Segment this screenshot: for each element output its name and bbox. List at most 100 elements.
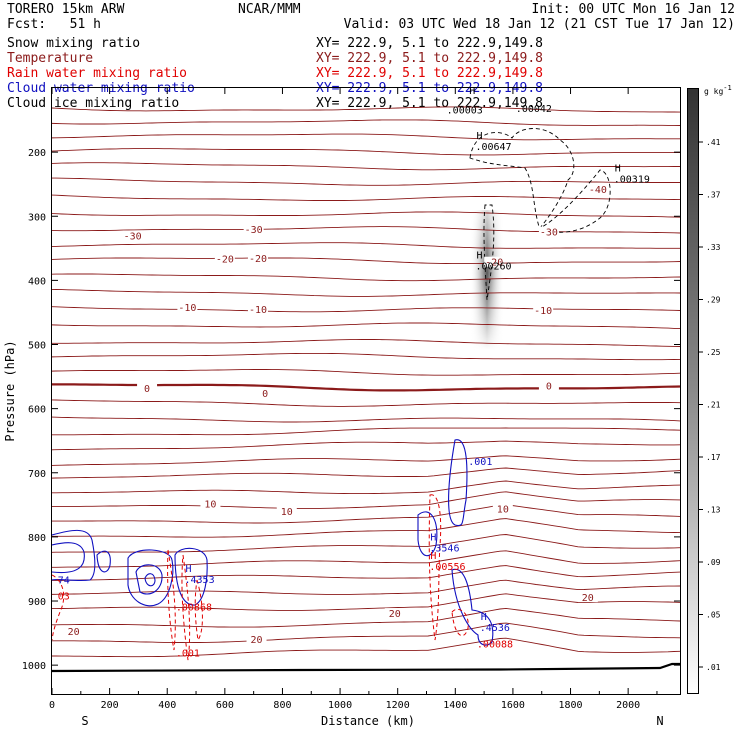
rain-contour	[181, 554, 191, 661]
extremum-letter: H	[481, 612, 487, 623]
extremum-letter: H	[476, 250, 482, 261]
legend-label: Cloud water mixing ratio	[7, 81, 195, 96]
temperature-label: -30	[245, 225, 263, 236]
temperature-contour	[52, 491, 680, 509]
legend-xy: XY= 222.9, 5.1 to 222.9,149.8	[316, 81, 543, 96]
header-fcst: Fcst: 51 h	[7, 17, 101, 32]
temperature-contour	[52, 455, 680, 466]
temperature-label: -30	[540, 228, 558, 239]
temperature-label: 10	[281, 507, 293, 518]
temperature-contour	[52, 467, 680, 479]
temperature-label: 0	[144, 384, 150, 395]
colorbar-tick-label: .01	[706, 663, 721, 672]
terrain-line	[52, 662, 680, 673]
y-tick-label: 700	[28, 469, 46, 480]
rain-contour	[451, 608, 469, 637]
temperature-label: 0	[262, 389, 268, 400]
x-end-label-right: N	[656, 714, 663, 728]
colorbar: g kg-1 .41 .37 .33 .29 .25 .21 .17 .13 .09 .05 .01	[687, 84, 732, 694]
y-tick-label: 900	[28, 597, 46, 608]
temperature-contour	[52, 242, 680, 249]
temperature-contour	[52, 133, 680, 141]
y-tick-label: 600	[28, 405, 46, 416]
temperature-contour	[52, 194, 680, 201]
extremum-letter: H	[615, 164, 621, 175]
legend: Snow mixing ratio XY= 222.9, 5.1 to 222.9…	[7, 36, 543, 111]
temperature-label: 0	[546, 381, 552, 392]
legend-label: Cloud ice mixing ratio	[7, 96, 179, 111]
colorbar-tick-label: .25	[706, 348, 721, 357]
temperature-label: 20	[582, 593, 594, 604]
x-tick-label: 1000	[328, 700, 352, 711]
cloud-water-contour	[144, 573, 156, 587]
legend-label: Rain water mixing ratio	[7, 66, 187, 81]
extremum-value: 03	[58, 592, 70, 603]
axes: 0 200 400 600 800 1000 1200 1400 1600 1800 2000200…	[22, 88, 680, 711]
extremum-value: .00042	[516, 104, 552, 115]
temperature-label-bg	[276, 506, 297, 517]
temperature-label-bg	[122, 230, 143, 241]
temperature-label-bg	[63, 626, 84, 637]
y-axis-label: Pressure (hPa)	[3, 340, 17, 441]
temperature-label-bg	[137, 383, 158, 394]
header-model: TORERO 15km ARW	[7, 2, 125, 17]
temperature-label: -20	[485, 258, 503, 269]
extremum-value: .001	[176, 649, 200, 660]
x-tick-label: 200	[101, 700, 119, 711]
temperature-contour	[52, 273, 680, 282]
cloud-water-contour	[96, 550, 111, 573]
legend-label: Snow mixing ratio	[7, 36, 140, 51]
extrema-labels: H.00647H.00319H.00260.001H.3546H.00556H.…	[58, 88, 650, 660]
temperature-label-bg	[247, 304, 268, 315]
colorbar-unit: g kg-1	[704, 84, 732, 96]
temperature-contour	[52, 427, 680, 436]
temperature-label: -10	[534, 306, 552, 317]
temperature-contour	[52, 162, 680, 171]
terrain-surface	[52, 662, 680, 673]
temperature-contour	[52, 119, 680, 126]
colorbar-tick-label: .13	[706, 506, 721, 515]
temperature-contour	[52, 637, 680, 658]
temperature-contour	[52, 352, 680, 361]
temperature-label-bg	[243, 224, 264, 235]
cloud-water-contour	[451, 568, 494, 646]
x-tick-label: 400	[158, 700, 176, 711]
extremum-letter: H	[430, 551, 436, 562]
extremum-letter: H	[430, 532, 436, 543]
temperature-label: 20	[251, 635, 263, 646]
temperature-label: -40	[589, 185, 607, 196]
cloud-water-contour	[52, 529, 96, 582]
temperature-contour	[52, 257, 680, 265]
x-tick-label: 1400	[443, 700, 467, 711]
cloud-water-contour	[52, 542, 85, 574]
temperature-contour	[52, 106, 680, 113]
temperature-label-bg	[177, 302, 198, 313]
rain-contour	[428, 494, 442, 641]
cloud-ice-contours	[469, 128, 611, 301]
temperature-label: 20	[389, 609, 401, 620]
snow-shading	[470, 210, 504, 350]
y-tick-label: 1000	[22, 661, 46, 672]
extremum-value: .00556	[429, 562, 465, 573]
header-center: NCAR/MMM	[238, 2, 301, 17]
temperature-contour	[52, 518, 680, 538]
temperature-label-bg	[492, 503, 513, 514]
x-tick-label: 0	[49, 700, 55, 711]
extremum-value: .4353	[185, 575, 215, 586]
colorbar-tick-label: .41	[706, 138, 721, 147]
temperature-label-bg	[384, 608, 405, 619]
temperature-label-bg	[246, 633, 267, 644]
temperature-contour	[52, 148, 680, 156]
temperature-label-bg	[484, 256, 505, 267]
extremum-value: .00003	[447, 105, 483, 116]
header-init: Init: 00 UTC Mon 16 Jan 12	[532, 2, 736, 17]
temperature-contour	[52, 440, 680, 451]
extremum-letter: H	[185, 564, 191, 575]
colorbar-tick-label: .17	[706, 453, 721, 462]
temperature-contour	[52, 226, 680, 234]
y-tick-label: 300	[28, 212, 46, 223]
x-tick-label: 2000	[616, 700, 640, 711]
temperature-label: -30	[124, 231, 142, 242]
cloud-water-contour	[174, 547, 208, 606]
rain-contours	[52, 494, 469, 661]
